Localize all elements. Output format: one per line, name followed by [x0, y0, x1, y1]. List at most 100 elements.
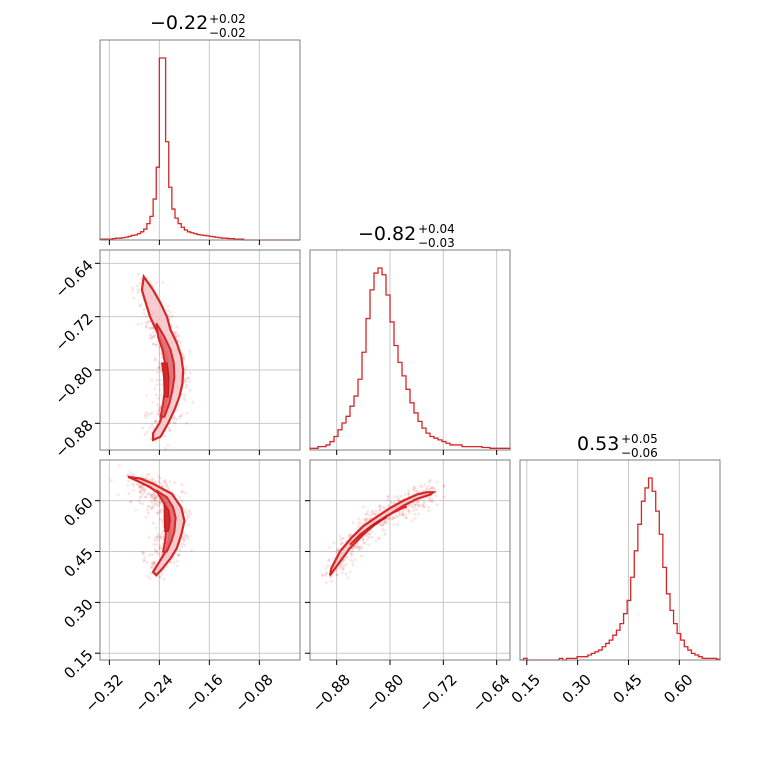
scatter-point [351, 563, 355, 567]
scatter-point [384, 520, 387, 524]
scatter-point [151, 326, 155, 330]
scatter-point [146, 492, 150, 496]
scatter-point [153, 420, 157, 423]
scatter-point [366, 510, 370, 514]
scatter-point [131, 286, 134, 290]
scatter-point [181, 536, 184, 540]
scatter-point [150, 494, 154, 497]
scatter-point [404, 512, 408, 516]
scatter-point [340, 571, 344, 575]
scatter-point [150, 478, 154, 482]
scatter-point [374, 509, 378, 513]
scatter-point [158, 536, 162, 540]
scatter-point [401, 509, 405, 513]
scatter-point [144, 415, 148, 419]
scatter-point [159, 535, 163, 539]
scatter-point [154, 501, 158, 505]
scatter-point [167, 314, 171, 317]
scatter-point [370, 512, 374, 516]
scatter-point [154, 495, 158, 499]
scatter-point [138, 484, 142, 488]
scatter-point [349, 552, 353, 556]
scatter-point [140, 495, 143, 499]
scatter-point [136, 290, 140, 294]
scatter-point [141, 550, 144, 554]
scatter-point [145, 430, 149, 434]
scatter-point [391, 517, 394, 521]
scatter-point [334, 573, 338, 576]
scatter-point [434, 494, 438, 498]
scatter-point [145, 473, 149, 477]
scatter-point [413, 516, 417, 520]
scatter-point [183, 510, 187, 514]
scatter-point [143, 490, 146, 494]
scatter-point [176, 553, 180, 557]
scatter-point [143, 488, 147, 492]
scatter-point [149, 571, 153, 575]
scatter-point [422, 505, 426, 509]
scatter-point [421, 503, 425, 507]
contour-core [366, 516, 388, 531]
scatter-point [325, 571, 329, 575]
scatter-point [341, 567, 345, 571]
scatter-point [138, 281, 142, 285]
scatter-point [182, 355, 186, 359]
y-tick-label: 0.15 [60, 646, 96, 682]
scatter-point [435, 503, 439, 506]
scatter-point [149, 493, 153, 497]
scatter-point [149, 566, 153, 570]
scatter-point [407, 492, 411, 496]
scatter-point [393, 515, 397, 519]
scatter-point [364, 517, 368, 521]
scatter-point [149, 499, 153, 503]
scatter-point [189, 512, 192, 515]
scatter-point [143, 495, 147, 499]
scatter-point [183, 543, 187, 547]
y-tick-label: 0.60 [60, 494, 96, 530]
scatter-point [356, 546, 360, 550]
scatter-point [184, 365, 188, 369]
scatter-point [427, 509, 430, 512]
scatter-point [126, 479, 130, 483]
scatter-point [175, 325, 179, 329]
scatter-point [336, 548, 340, 552]
scatter-point [426, 505, 430, 509]
scatter-point [152, 521, 155, 525]
scatter-point [184, 377, 187, 381]
scatter-point [157, 538, 160, 542]
y-tick-label: −0.64 [51, 256, 96, 301]
scatter-point [156, 504, 160, 508]
scatter-point [356, 526, 360, 530]
scatter-point [364, 512, 367, 516]
scatter-point [141, 502, 145, 506]
scatter-point [423, 489, 426, 493]
scatter-point [167, 426, 171, 430]
scatter-point [339, 564, 342, 568]
scatter-point [184, 386, 188, 390]
scatter-point [352, 546, 355, 550]
scatter-point [161, 280, 165, 284]
scatter-point [356, 522, 360, 526]
scatter-point [154, 526, 158, 530]
scatter-point [150, 378, 154, 382]
hist-panel-0 [99, 39, 301, 245]
scatter-point [161, 518, 164, 522]
scatter-point [158, 546, 162, 550]
scatter-point [178, 341, 182, 344]
scatter-point [382, 521, 385, 524]
scatter-point [389, 500, 393, 504]
scatter-point [139, 490, 142, 493]
scatter-point [380, 523, 384, 527]
scatter-point [147, 536, 151, 539]
scatter-point [152, 504, 156, 507]
scatter-point [184, 491, 188, 495]
scatter-point [339, 543, 343, 546]
scatter-point [138, 485, 142, 488]
scatter-point [442, 495, 446, 499]
scatter-point [153, 359, 157, 362]
scatter-point [165, 481, 168, 485]
scatter-point [153, 387, 157, 391]
scatter-point [324, 573, 328, 577]
scatter-point [349, 550, 353, 554]
scatter-point [153, 563, 156, 567]
